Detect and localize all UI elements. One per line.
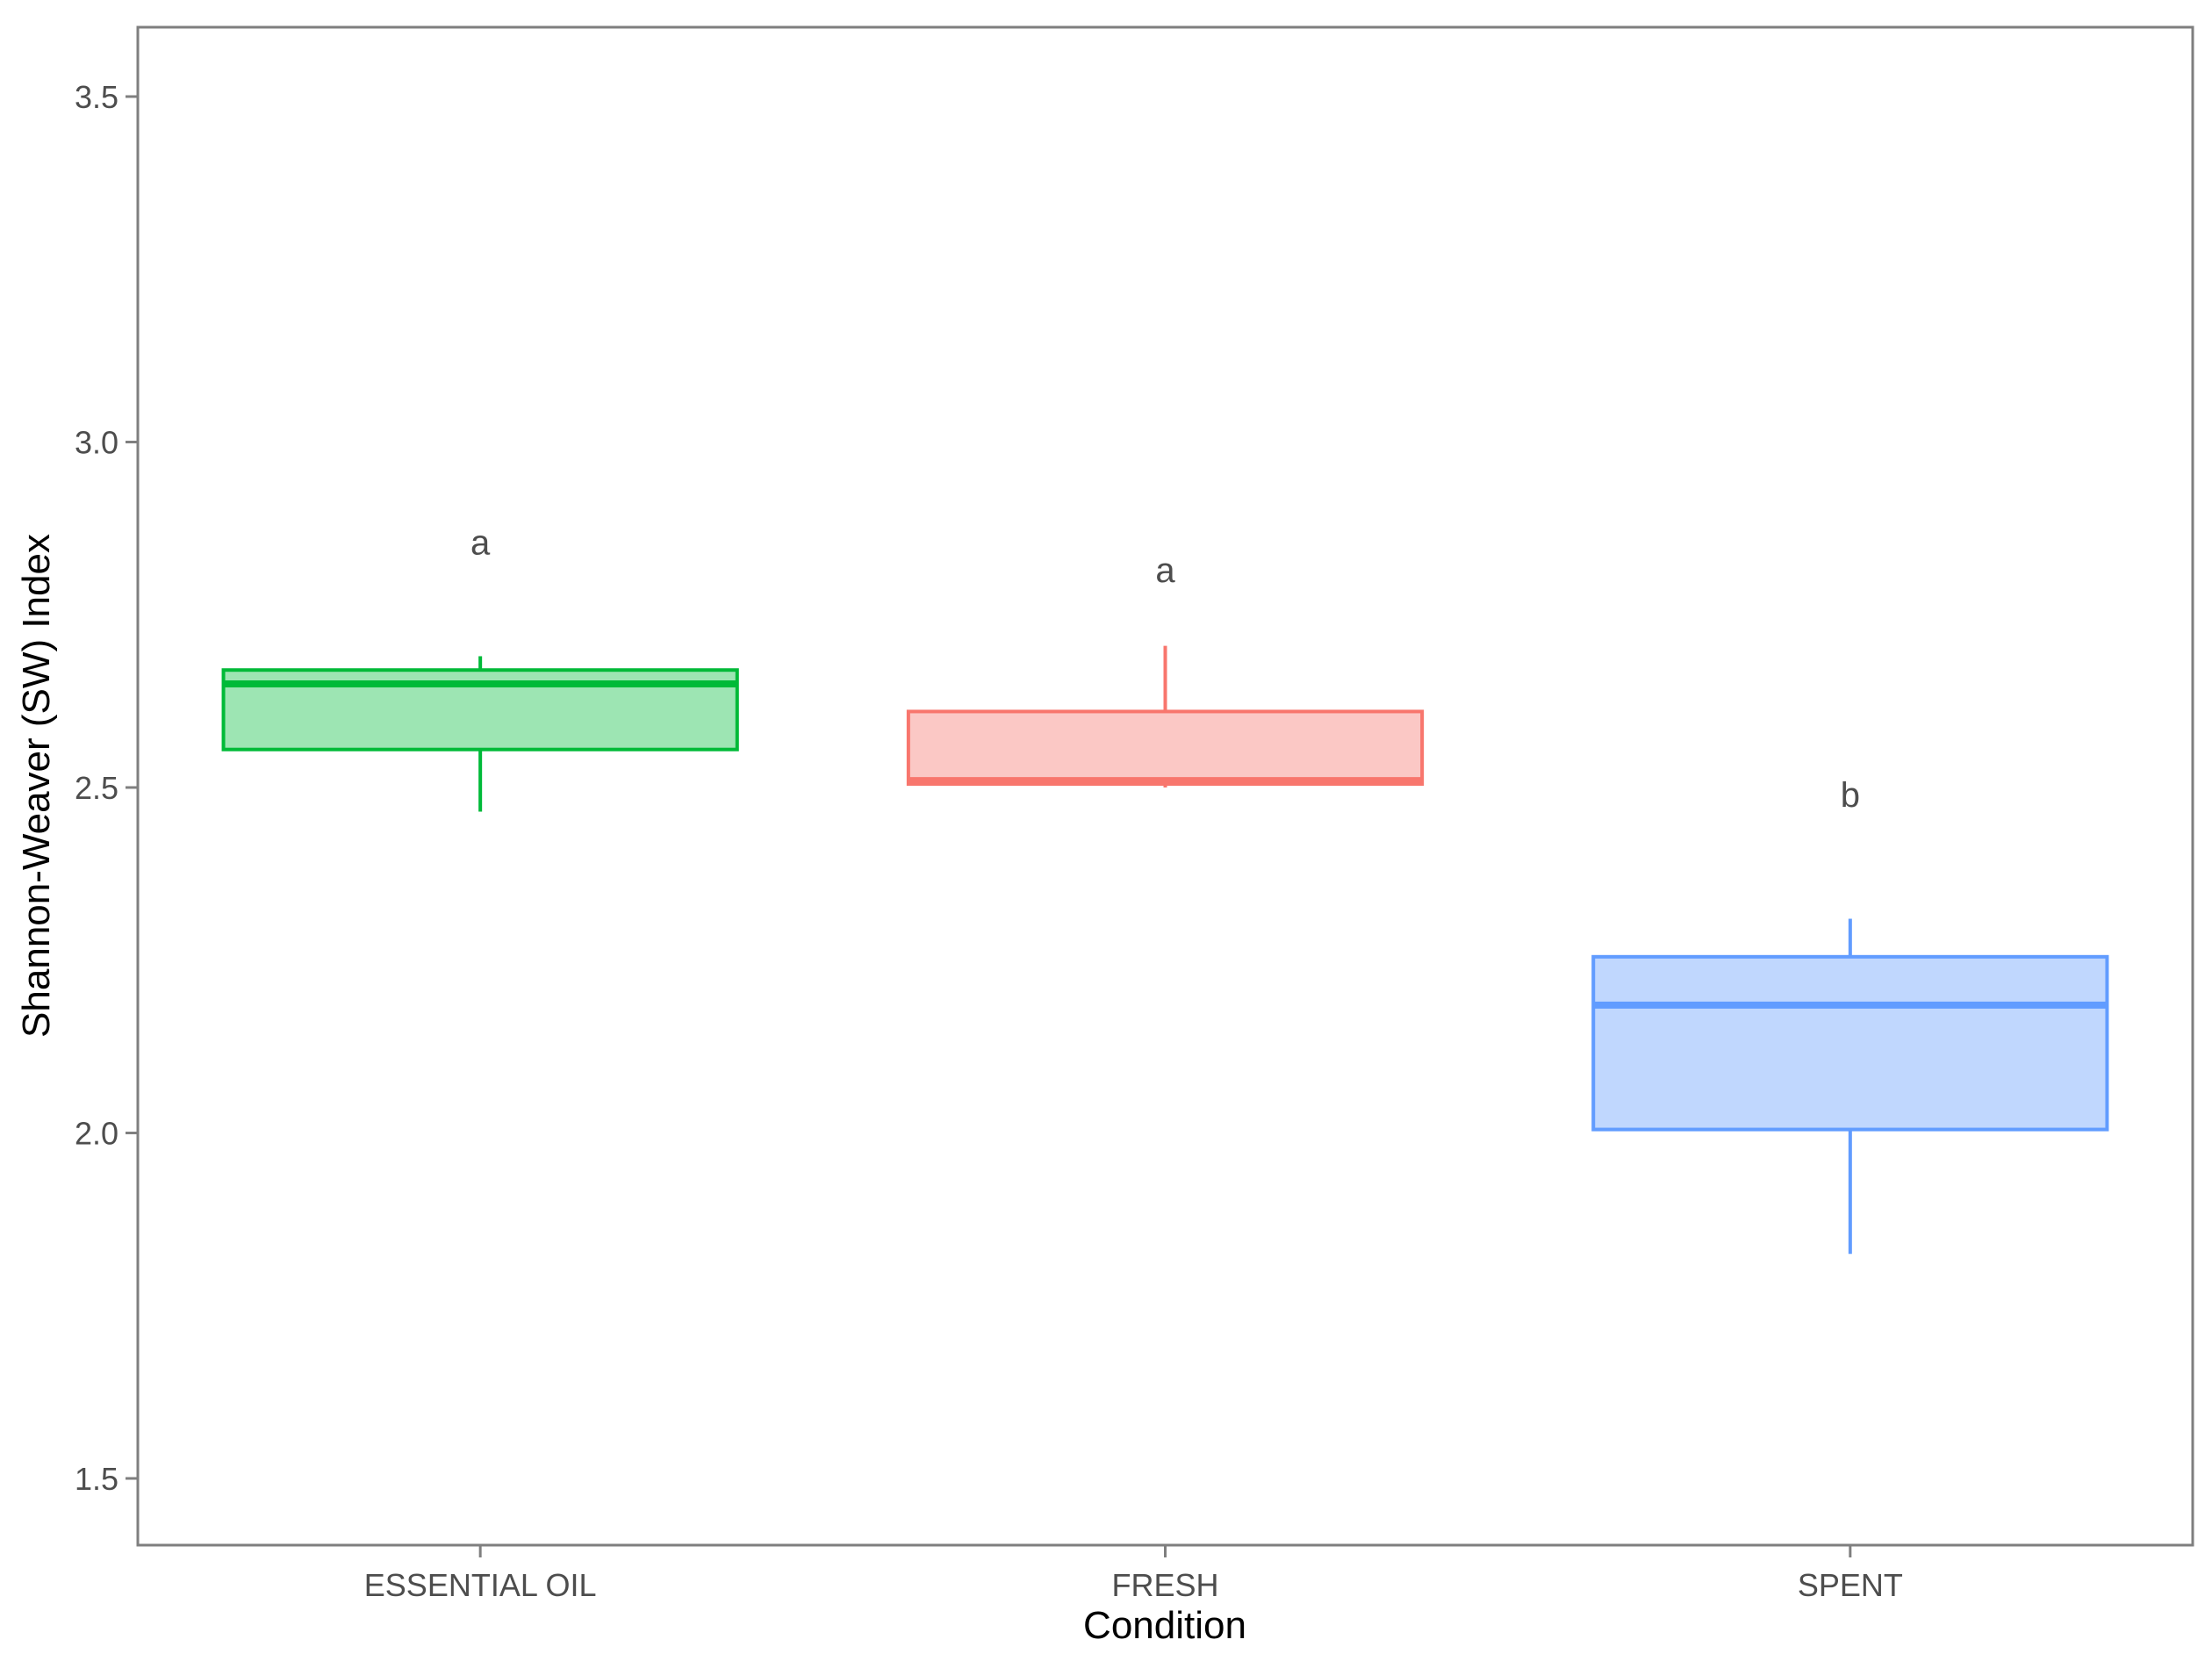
x-axis: ESSENTIAL OIL FRESH SPENT [364,1545,1903,1603]
significance-label: a [1155,551,1175,590]
box-iqr [908,711,1422,784]
y-axis-title: Shannon-Weaver (SW) Index [15,534,58,1038]
y-tick-label: 1.5 [75,1461,118,1497]
box-iqr [1593,957,2107,1130]
x-tick-label: SPENT [1798,1567,1903,1603]
significance-label: a [470,524,491,563]
significance-label: b [1841,776,1860,815]
y-tick-label: 2.0 [75,1116,118,1152]
y-tick-label: 3.0 [75,425,118,461]
y-tick-label: 2.5 [75,770,118,806]
x-tick-label: FRESH [1111,1567,1218,1603]
y-axis: 1.5 2.0 2.5 3.0 3.5 [75,79,138,1497]
x-tick-label: ESSENTIAL OIL [364,1567,597,1603]
x-axis-title: Condition [1083,1604,1246,1647]
y-tick-label: 3.5 [75,79,118,115]
